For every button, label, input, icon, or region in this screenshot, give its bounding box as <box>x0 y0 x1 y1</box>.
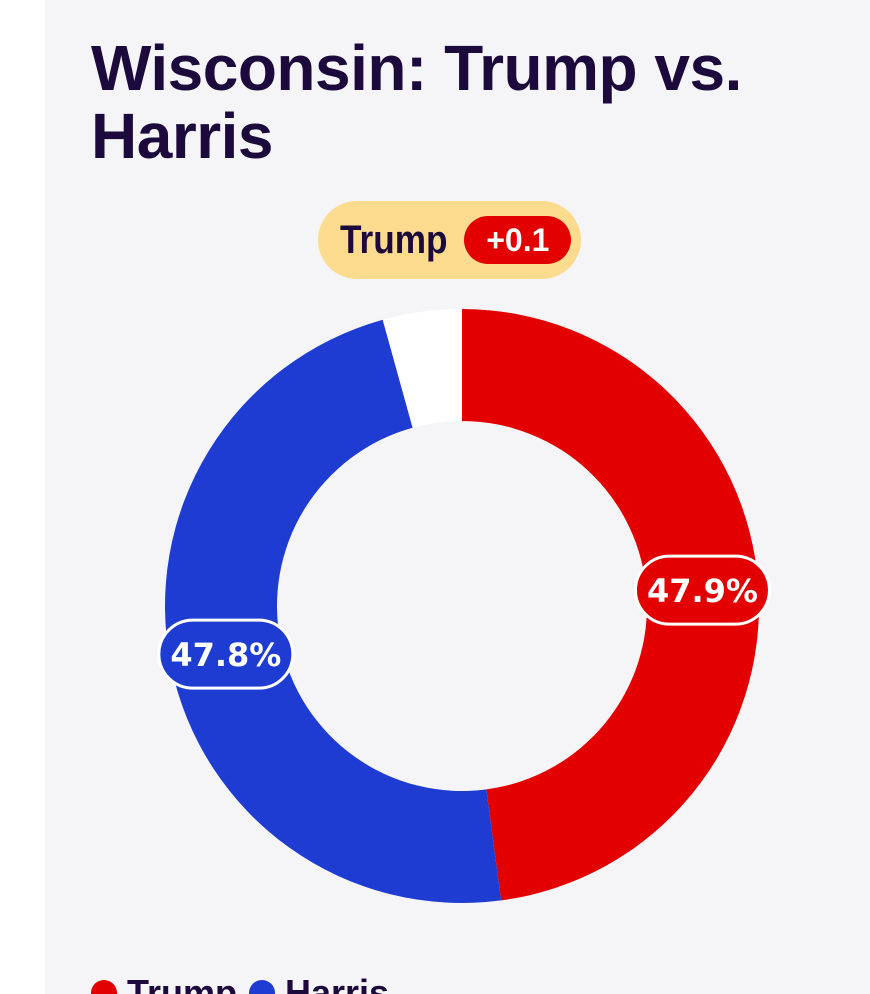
donut-slices <box>164 309 760 904</box>
data-label-pill-trump <box>633 554 771 626</box>
data-label-text-trump: 47.9% <box>647 572 758 610</box>
data-label-trump: 47.9% <box>633 554 771 626</box>
legend-item-trump: Trump <box>91 972 237 994</box>
legend-label-harris: Harris <box>285 972 390 994</box>
legend-swatch-trump <box>91 980 117 994</box>
donut-labels: 47.9% 47.8% <box>157 554 771 690</box>
donut-slice-harris <box>164 319 502 904</box>
legend-item-harris: Harris <box>249 972 389 994</box>
donut-slice-remainder <box>382 309 462 428</box>
data-label-harris: 47.8% <box>157 618 295 690</box>
legend-swatch-harris <box>249 980 276 994</box>
data-label-pill-harris <box>157 618 295 690</box>
chart-legend: Trump Harris <box>91 972 389 994</box>
chart-title: Wisconsin: Trump vs. Harris <box>91 32 742 172</box>
donut-slice-trump <box>462 309 760 901</box>
leader-margin-badge: +0.1 <box>464 216 572 264</box>
leader-name: Trump <box>340 217 448 262</box>
donut-chart: 47.9% 47.8% <box>157 309 771 904</box>
legend-label-trump: Trump <box>127 972 238 994</box>
leader-badge: Trump +0.1 <box>318 201 582 279</box>
data-label-text-harris: 47.8% <box>170 636 281 674</box>
chart-card: Wisconsin: Trump vs. Harris Trump +0.1 4… <box>45 0 870 994</box>
